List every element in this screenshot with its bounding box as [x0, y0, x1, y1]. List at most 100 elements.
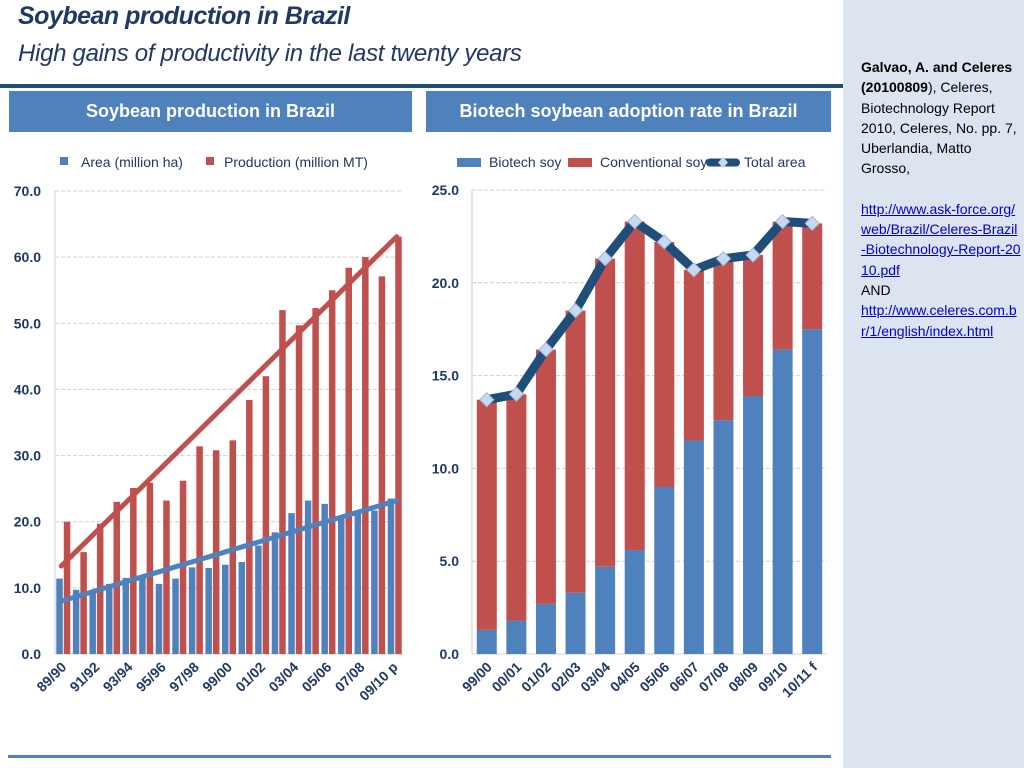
bar-area	[338, 517, 345, 654]
citation-author-tail: ),	[927, 79, 937, 96]
bar-conventional	[565, 310, 586, 593]
bar-biotech	[506, 620, 527, 654]
adoption-chart: 0.0 5.0 10.0 15.0 20.0 25.0 99/0000/0101/0202/…	[432, 154, 827, 700]
bar-conventional	[476, 399, 497, 630]
bar-area	[205, 568, 212, 654]
bar-biotech	[772, 349, 793, 654]
bar-production	[312, 308, 319, 654]
bar-conventional	[743, 254, 764, 397]
y-tick-label: 20.0	[432, 275, 459, 291]
bar-conventional	[506, 394, 527, 621]
total-area-line	[485, 217, 813, 405]
bar-biotech	[743, 396, 764, 654]
footer-divider	[8, 755, 831, 758]
bar-area	[139, 576, 146, 654]
citation-link-askforce[interactable]: http://www.ask-force.org/web/Brazil/Cele…	[861, 200, 1021, 278]
citation-sidebar	[843, 0, 1024, 768]
total-area-marker	[715, 250, 732, 267]
x-tick-label: 03/04	[577, 659, 613, 695]
bar-conventional	[654, 241, 675, 487]
bar-production	[295, 325, 303, 654]
total-area-marker	[686, 262, 702, 278]
legend-label-conventional: Conventional soy	[600, 154, 707, 170]
bar-production	[163, 500, 170, 654]
bar-area	[271, 532, 279, 654]
y-tick-label: 5.0	[440, 553, 460, 569]
title-divider	[0, 84, 843, 88]
total-area-marker	[479, 392, 495, 408]
y-tick-label: 0.0	[22, 646, 42, 662]
bar-conventional	[595, 258, 616, 567]
bar-production	[262, 376, 270, 654]
x-tick-label: 07/08	[695, 659, 731, 695]
y-tick-label: 0.0	[440, 646, 460, 662]
bar-area	[89, 589, 96, 654]
bar-production	[362, 257, 369, 654]
bar-biotech	[476, 629, 497, 654]
legend-label-area: Area (million ha)	[81, 154, 183, 170]
slide: Soybean production in Brazil High gains …	[0, 2, 843, 758]
bar-area	[238, 562, 246, 654]
bar-area	[122, 577, 130, 654]
y-tick-label: 60.0	[14, 249, 41, 265]
bar-area	[321, 503, 328, 654]
legend-label-total: Total area	[744, 154, 806, 170]
y-tick-label: 10.0	[432, 460, 459, 476]
production-chart: 0.010.020.030.040.050.060.070.089/9091/9…	[14, 154, 403, 704]
total-area-marker	[774, 213, 791, 230]
bar-biotech	[624, 550, 645, 654]
bar-production	[279, 310, 286, 654]
bar-conventional	[535, 349, 556, 604]
x-tick-label: 02/03	[548, 659, 584, 695]
bar-biotech	[683, 440, 704, 654]
bar-production	[130, 487, 137, 654]
bar-area	[56, 578, 63, 654]
y-tick-label: 70.0	[14, 183, 41, 199]
citation-link-celeres[interactable]: http://www.celeres.com.br/1/english/inde…	[861, 302, 1017, 339]
bar-biotech	[802, 329, 823, 654]
total-area-marker	[597, 250, 613, 267]
bar-production	[246, 400, 253, 654]
bar-area	[387, 498, 395, 654]
y-tick-label: 15.0	[432, 368, 459, 384]
bar-area	[288, 513, 295, 654]
bar-biotech	[654, 486, 675, 654]
legend-label-production: Production (million MT)	[224, 154, 368, 170]
bar-production	[146, 482, 154, 654]
total-area-marker	[656, 234, 672, 250]
bar-conventional	[713, 258, 734, 421]
bar-area	[172, 578, 179, 654]
trendline-production	[58, 234, 400, 569]
citation: Galvao, A. and Celeres (20100809), Celer…	[861, 57, 1021, 341]
y-tick-label: 25.0	[432, 182, 459, 198]
total-area-marker	[745, 247, 761, 263]
bar-area	[72, 589, 80, 654]
bar-biotech	[595, 566, 616, 654]
bar-area	[155, 583, 163, 654]
slide-subtitle: High gains of productivity in the last t…	[18, 40, 522, 67]
x-tick-label: 99/00	[459, 659, 495, 695]
total-area-marker	[508, 386, 525, 402]
bar-production	[328, 290, 336, 654]
bar-production	[80, 552, 87, 654]
total-area-marker	[538, 341, 554, 358]
legend-swatch-total-marker	[718, 157, 728, 168]
slide-title: Soybean production in Brazil	[18, 2, 350, 30]
bar-production	[378, 276, 386, 654]
bar-conventional	[683, 269, 704, 441]
legend-swatch-conventional	[568, 158, 592, 167]
x-tick-label: 06/07	[666, 659, 702, 695]
legend-swatch-area	[60, 157, 68, 165]
bar-area	[304, 500, 312, 654]
bar-area	[371, 510, 378, 654]
y-tick-label: 50.0	[14, 315, 41, 331]
legend-swatch-biotech	[457, 158, 481, 167]
bar-area	[354, 513, 362, 654]
bar-area	[106, 583, 113, 654]
citation-body: Celeres, Biotechnology Report 2010, Cele…	[861, 79, 1017, 177]
bar-production	[113, 501, 120, 654]
y-tick-label: 20.0	[14, 514, 41, 530]
total-area-marker	[804, 215, 820, 232]
x-tick-label: 05/06	[636, 659, 672, 695]
trendline-area	[58, 498, 400, 604]
